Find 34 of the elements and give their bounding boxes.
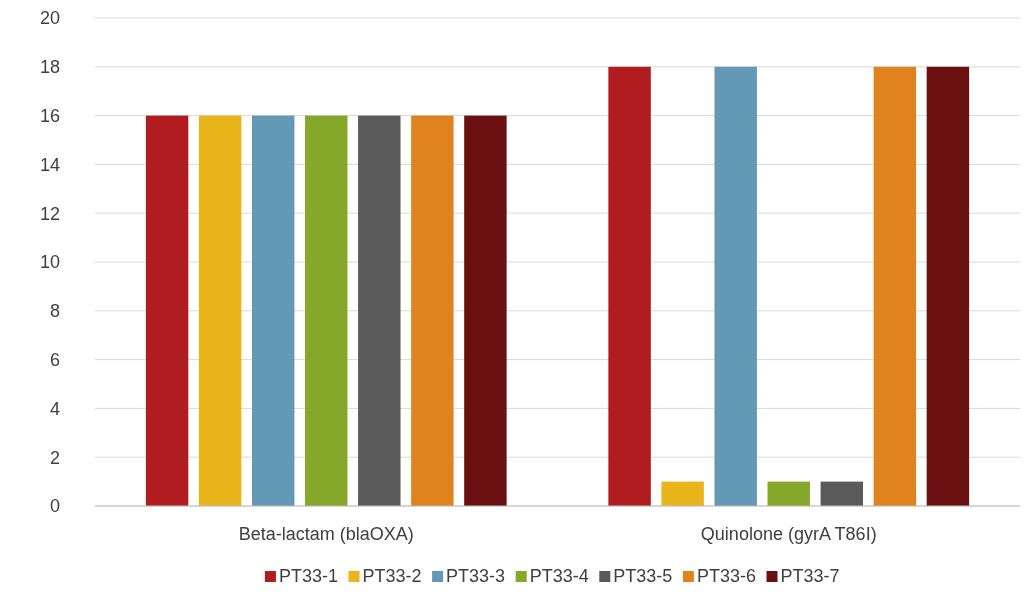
bar bbox=[661, 481, 704, 506]
y-tick-label: 4 bbox=[49, 398, 60, 419]
y-tick-label: 16 bbox=[39, 105, 60, 126]
bar bbox=[873, 66, 917, 506]
y-tick-label: 2 bbox=[49, 447, 60, 468]
bar bbox=[251, 115, 295, 506]
bar bbox=[145, 115, 189, 506]
bar bbox=[411, 115, 454, 506]
y-tick-label: 0 bbox=[49, 496, 60, 517]
bar bbox=[198, 115, 242, 506]
bar bbox=[767, 481, 810, 506]
bar bbox=[714, 66, 757, 506]
legend-label: PT33-4 bbox=[529, 566, 589, 586]
y-tick-label: 14 bbox=[39, 154, 60, 175]
bar bbox=[358, 115, 401, 506]
y-tick-label: 12 bbox=[39, 203, 60, 224]
legend-label: PT33-7 bbox=[780, 566, 840, 586]
legend-label: PT33-3 bbox=[446, 566, 506, 586]
y-tick-label: 10 bbox=[39, 252, 60, 273]
bar bbox=[305, 115, 348, 506]
legend-label: PT33-1 bbox=[278, 566, 338, 586]
x-tick-label: Beta-lactam (blaOXA) bbox=[238, 524, 414, 544]
x-tick-label: Quinolone (gyrA T86I) bbox=[700, 524, 877, 544]
bar bbox=[608, 66, 651, 506]
legend-label: PT33-6 bbox=[696, 566, 756, 586]
y-tick-label: 6 bbox=[49, 349, 60, 370]
legend-label: PT33-2 bbox=[362, 566, 422, 586]
y-tick-label: 18 bbox=[39, 57, 60, 78]
y-tick-label: 20 bbox=[39, 8, 60, 29]
bar bbox=[926, 66, 970, 506]
bar bbox=[464, 115, 507, 506]
bar bbox=[820, 481, 864, 506]
y-tick-label: 8 bbox=[49, 301, 60, 322]
legend-label: PT33-5 bbox=[613, 566, 673, 586]
